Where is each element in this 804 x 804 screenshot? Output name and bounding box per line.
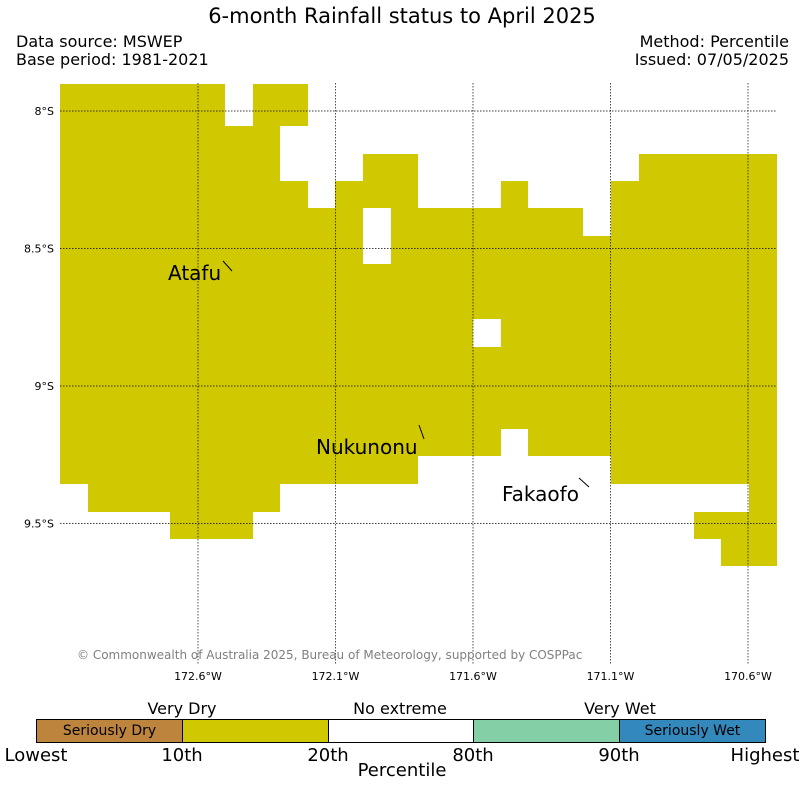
very-dry-cell-block [253,84,280,512]
no-extreme-cell [225,84,253,126]
copyright-notice: © Commonwealth of Australia 2025, Bureau… [77,648,583,662]
very-dry-cell-block [611,181,639,484]
island-name-fakaofo: Fakaofo [502,482,579,506]
legend-bar-seriously-dry: Seriously Dry [36,719,183,743]
base-period-text: Base period: 1981-2021 [16,50,209,69]
very-dry-cell-block [749,154,777,566]
legend-label-no-extreme: No extreme [353,699,447,718]
very-dry-cell-block [639,154,694,484]
island-name-atafu: Atafu [168,261,221,285]
very-dry-cell-block [694,154,721,539]
longitude-tick-label: 170.6°W [724,670,772,680]
very-dry-cell-block [335,181,363,484]
latitude-tick-label: 9.5°S [24,518,54,531]
legend-tick-80th: 80th [452,745,494,766]
island-outline [418,424,425,440]
map-title: 6-month Rainfall status to April 2025 [208,4,596,28]
legend-tick-highest: Highest [730,745,800,766]
legend-label-very-dry: Very Dry [147,699,217,718]
legend-tick-lowest: Lowest [4,745,68,766]
no-extreme-cell [694,484,749,512]
very-dry-cell-block [60,84,88,484]
legend-tick-20th: 20th [307,745,349,766]
very-dry-cell-block [280,84,308,126]
longitude-tick-label: 172.6°W [174,670,222,680]
no-extreme-cell [473,319,501,347]
longitude-tick-label: 172.1°W [312,670,360,680]
longitude-tick-label: 171.1°W [587,670,635,680]
island-outline [578,477,590,488]
data-info: Data source: MSWEP Base period: 1981-202… [16,33,209,69]
very-dry-cell-block [583,236,611,456]
legend-tick-10th: 10th [161,745,203,766]
very-dry-cell-block [308,208,335,484]
method-text: Method: Percentile [639,32,789,51]
island-name-nukunonu: Nukunonu [316,435,418,459]
latitude-tick-label: 8°S [35,105,54,118]
issued-date-text: Issued: 07/05/2025 [634,50,789,69]
rainfall-map: 8°S8.5°S9°S9.5°S 172.6°W 172.1°W 171.6°W 17… [24,83,777,680]
legend-bar-very-wet [473,719,620,743]
legend-tick-90th: 90th [598,745,640,766]
method-info: Method: Percentile Issued: 07/05/2025 [635,33,789,69]
latitude-labels: 8°S 8.5°S 9°S 9.5°S [24,105,54,531]
very-dry-cell-block [418,208,473,456]
rainfall-grid [60,84,777,566]
legend-bar-no-extreme [328,719,475,743]
graticule [60,83,777,665]
island-labels: Atafu Nukunonu Fakaofo [168,260,590,506]
legend-bar-seriously-wet: Seriously Wet [619,719,766,743]
very-dry-cell-block [528,208,583,456]
no-extreme-cell [363,208,391,264]
legend-title: Percentile [357,760,447,781]
longitude-labels: 172.6°W 172.1°W 171.6°W 171.1°W 170.6°W [174,670,772,680]
very-dry-cell-block [88,84,170,512]
latitude-tick-label: 8.5°S [24,243,54,256]
latitude-tick-label: 9°S [35,380,54,393]
very-dry-cell-block [225,126,253,539]
very-dry-cell-block [170,84,225,539]
legend-label-very-wet: Very Wet [584,699,656,718]
very-dry-cell-block [501,181,528,429]
data-source-text: Data source: MSWEP [16,32,183,51]
legend: Very Dry No extreme Very Wet Seriously D… [0,690,804,800]
island-outline [222,260,233,272]
legend-bar-very-dry [182,719,329,743]
very-dry-cell-block [280,181,308,484]
longitude-tick-label: 171.6°W [449,670,497,680]
